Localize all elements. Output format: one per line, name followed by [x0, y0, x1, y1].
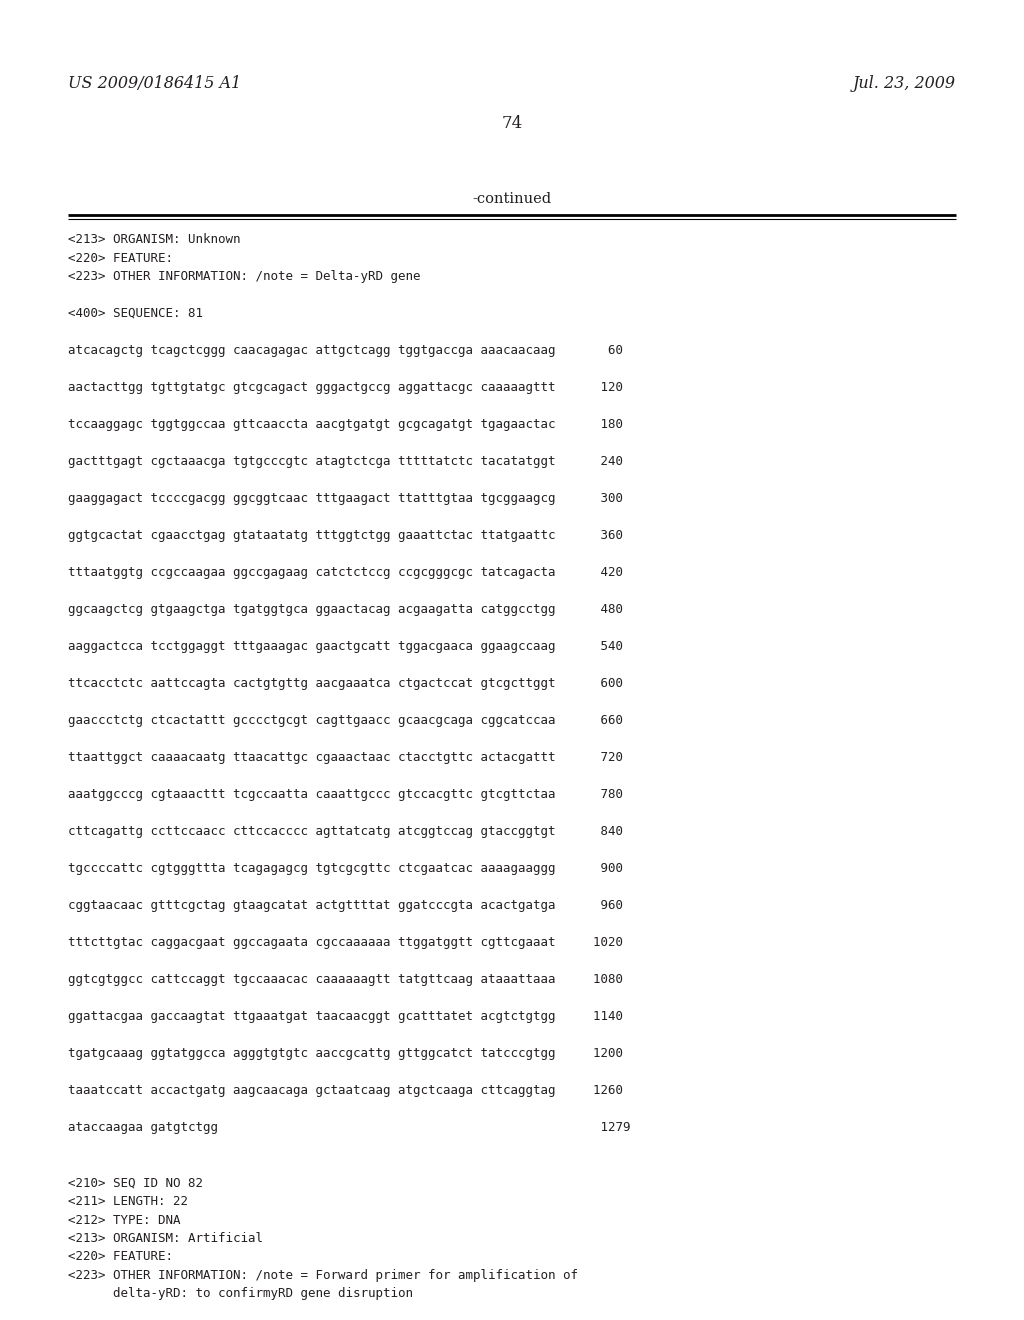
- Text: <220> FEATURE:: <220> FEATURE:: [68, 1250, 173, 1263]
- Text: <211> LENGTH: 22: <211> LENGTH: 22: [68, 1195, 188, 1208]
- Text: tttcttgtac caggacgaat ggccagaata cgccaaaaaa ttggatggtt cgttcgaaat     1020: tttcttgtac caggacgaat ggccagaata cgccaaa…: [68, 936, 623, 949]
- Text: tccaaggagc tggtggccaa gttcaaccta aacgtgatgt gcgcagatgt tgagaactac      180: tccaaggagc tggtggccaa gttcaaccta aacgtga…: [68, 418, 623, 432]
- Text: ttaattggct caaaacaatg ttaacattgc cgaaactaac ctacctgttc actacgattt      720: ttaattggct caaaacaatg ttaacattgc cgaaact…: [68, 751, 623, 764]
- Text: -continued: -continued: [472, 191, 552, 206]
- Text: gaaggagact tccccgacgg ggcggtcaac tttgaagact ttatttgtaa tgcggaagcg      300: gaaggagact tccccgacgg ggcggtcaac tttgaag…: [68, 492, 623, 506]
- Text: <213> ORGANISM: Artificial: <213> ORGANISM: Artificial: [68, 1232, 263, 1245]
- Text: ttcacctctc aattccagta cactgtgttg aacgaaatca ctgactccat gtcgcttggt      600: ttcacctctc aattccagta cactgtgttg aacgaaa…: [68, 677, 623, 690]
- Text: aaatggcccg cgtaaacttt tcgccaatta caaattgccc gtccacgttc gtcgttctaa      780: aaatggcccg cgtaaacttt tcgccaatta caaattg…: [68, 788, 623, 801]
- Text: cggtaacaac gtttcgctag gtaagcatat actgttttat ggatcccgta acactgatga      960: cggtaacaac gtttcgctag gtaagcatat actgttt…: [68, 899, 623, 912]
- Text: atcacagctg tcagctcggg caacagagac attgctcagg tggtgaccga aaacaacaag       60: atcacagctg tcagctcggg caacagagac attgctc…: [68, 345, 623, 356]
- Text: tttaatggtg ccgccaagaa ggccgagaag catctctccg ccgcgggcgc tatcagacta      420: tttaatggtg ccgccaagaa ggccgagaag catctct…: [68, 566, 623, 579]
- Text: tgatgcaaag ggtatggcca agggtgtgtc aaccgcattg gttggcatct tatcccgtgg     1200: tgatgcaaag ggtatggcca agggtgtgtc aaccgca…: [68, 1047, 623, 1060]
- Text: <220> FEATURE:: <220> FEATURE:: [68, 252, 173, 264]
- Text: <223> OTHER INFORMATION: /note = Delta-yRD gene: <223> OTHER INFORMATION: /note = Delta-y…: [68, 271, 421, 282]
- Text: ggtgcactat cgaacctgag gtataatatg tttggtctgg gaaattctac ttatgaattc      360: ggtgcactat cgaacctgag gtataatatg tttggtc…: [68, 529, 623, 543]
- Text: <210> SEQ ID NO 82: <210> SEQ ID NO 82: [68, 1176, 203, 1189]
- Text: <223> OTHER INFORMATION: /note = Forward primer for amplification of: <223> OTHER INFORMATION: /note = Forward…: [68, 1269, 578, 1282]
- Text: aactacttgg tgttgtatgc gtcgcagact gggactgccg aggattacgc caaaaagttt      120: aactacttgg tgttgtatgc gtcgcagact gggactg…: [68, 381, 623, 393]
- Text: ataccaagaa gatgtctgg                                                   1279: ataccaagaa gatgtctgg 1279: [68, 1121, 631, 1134]
- Text: <213> ORGANISM: Unknown: <213> ORGANISM: Unknown: [68, 234, 241, 246]
- Text: taaatccatt accactgatg aagcaacaga gctaatcaag atgctcaaga cttcaggtag     1260: taaatccatt accactgatg aagcaacaga gctaatc…: [68, 1084, 623, 1097]
- Text: US 2009/0186415 A1: US 2009/0186415 A1: [68, 75, 241, 92]
- Text: ggtcgtggcc cattccaggt tgccaaacac caaaaaagtt tatgttcaag ataaattaaa     1080: ggtcgtggcc cattccaggt tgccaaacac caaaaaa…: [68, 973, 623, 986]
- Text: ggattacgaa gaccaagtat ttgaaatgat taacaacggt gcatttatet acgtctgtgg     1140: ggattacgaa gaccaagtat ttgaaatgat taacaac…: [68, 1010, 623, 1023]
- Text: cttcagattg ccttccaacc cttccacccc agttatcatg atcggtccag gtaccggtgt      840: cttcagattg ccttccaacc cttccacccc agttatc…: [68, 825, 623, 838]
- Text: Jul. 23, 2009: Jul. 23, 2009: [853, 75, 956, 92]
- Text: delta-yRD: to confirmyRD gene disruption: delta-yRD: to confirmyRD gene disruption: [68, 1287, 413, 1300]
- Text: <400> SEQUENCE: 81: <400> SEQUENCE: 81: [68, 308, 203, 319]
- Text: <212> TYPE: DNA: <212> TYPE: DNA: [68, 1213, 180, 1226]
- Text: tgccccattc cgtgggttta tcagagagcg tgtcgcgttc ctcgaatcac aaaagaaggg      900: tgccccattc cgtgggttta tcagagagcg tgtcgcg…: [68, 862, 623, 875]
- Text: gactttgagt cgctaaacga tgtgcccgtc atagtctcga tttttatctc tacatatggt      240: gactttgagt cgctaaacga tgtgcccgtc atagtct…: [68, 455, 623, 469]
- Text: aaggactcca tcctggaggt tttgaaagac gaactgcatt tggacgaaca ggaagccaag      540: aaggactcca tcctggaggt tttgaaagac gaactgc…: [68, 640, 623, 653]
- Text: 74: 74: [502, 115, 522, 132]
- Text: gaaccctctg ctcactattt gcccctgcgt cagttgaacc gcaacgcaga cggcatccaa      660: gaaccctctg ctcactattt gcccctgcgt cagttga…: [68, 714, 623, 727]
- Text: ggcaagctcg gtgaagctga tgatggtgca ggaactacag acgaagatta catggcctgg      480: ggcaagctcg gtgaagctga tgatggtgca ggaacta…: [68, 603, 623, 616]
